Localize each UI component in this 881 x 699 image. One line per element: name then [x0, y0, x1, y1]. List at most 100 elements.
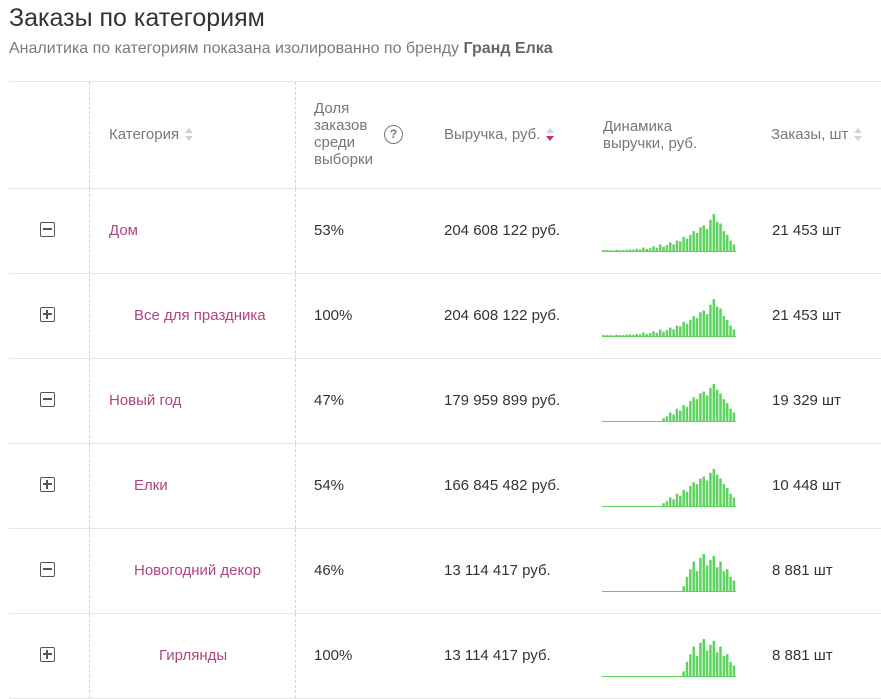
page-title: Заказы по категориям [9, 4, 265, 32]
orders-value: 21 453 шт [772, 222, 841, 239]
brand-name: Гранд Елка [463, 40, 553, 57]
expand-icon[interactable] [40, 307, 55, 322]
sparkline-bar [689, 319, 692, 337]
sparkline-bar [722, 316, 726, 337]
sparkline-bar [685, 323, 689, 337]
revenue-value: 179 959 899 руб. [444, 392, 561, 409]
sparkline-bar [635, 333, 639, 337]
collapse-icon[interactable] [40, 222, 55, 237]
sparkline-bar [662, 591, 665, 592]
sparkline-bar [709, 644, 712, 677]
sparkline-bar [615, 506, 618, 507]
sparkline-bar [665, 591, 669, 592]
header-category[interactable]: Категория [109, 126, 194, 143]
sparkline-bar [675, 240, 679, 252]
category-link[interactable]: Елки [134, 477, 168, 494]
table-row: Гирлянды 100% 13 114 417 руб. 8 881 шт [9, 614, 881, 699]
sparkline-bar [642, 591, 645, 592]
category-link[interactable]: Все для праздника [134, 307, 266, 324]
sparkline-bar [655, 591, 659, 592]
sparkline-bar [618, 421, 622, 422]
sparkline-bar [632, 334, 635, 337]
sparkline-bar [669, 591, 672, 592]
sparkline-bar [712, 469, 716, 507]
sparkline-bar [719, 646, 722, 677]
sparkline-bar [729, 408, 732, 422]
sparkline-bar [672, 676, 675, 677]
revenue-value: 13 114 417 руб. [444, 647, 551, 664]
sparkline-bar [645, 333, 649, 337]
sparkline-bar [618, 506, 622, 507]
sparkline-bar [648, 676, 652, 677]
sparkline-bar [679, 241, 682, 252]
sparkline-bar [602, 591, 605, 592]
sparkline-bar [685, 406, 689, 422]
sparkline-bar [625, 334, 628, 337]
sparkline-bar [699, 478, 702, 507]
expand-icon[interactable] [40, 647, 55, 662]
sparkline-bar [642, 247, 645, 252]
sparkline-bar [692, 646, 695, 677]
sparkline-bar [682, 236, 685, 252]
sparkline-bar [635, 248, 639, 252]
sparkline-bar [665, 416, 669, 422]
sort-desc-icon[interactable] [546, 127, 555, 143]
sparkline-bar [662, 676, 665, 677]
column-divider [295, 529, 296, 613]
sort-icon[interactable] [854, 127, 863, 143]
sparkline-bar [605, 250, 608, 252]
sparkline-bar [669, 412, 672, 422]
sparkline-bar [622, 591, 625, 592]
header-share: Доля заказов среди выборки [314, 100, 373, 168]
sparkline-bar [689, 654, 692, 677]
sparkline-bar [675, 408, 679, 422]
sparkline-bar [608, 676, 612, 677]
sparkline-bar [679, 326, 682, 337]
sparkline-bar [648, 506, 652, 507]
sparkline-bar [628, 249, 632, 252]
sparkline-bar [669, 676, 672, 677]
sparkline-bar [655, 421, 659, 422]
column-divider [89, 189, 90, 273]
header-orders[interactable]: Заказы, шт [771, 126, 863, 143]
sparkline-bar [675, 325, 679, 337]
sparkline-bar [689, 486, 692, 507]
sparkline-bar [722, 656, 726, 677]
sparkline-bar [669, 242, 672, 252]
subtitle-text: Аналитика по категориям показана изолиро… [9, 40, 460, 57]
sparkline-bar [709, 219, 712, 252]
sparkline-bar [682, 404, 685, 422]
category-link[interactable]: Дом [109, 222, 138, 239]
sparkline-bar [722, 231, 726, 252]
sparkline-bar [615, 591, 618, 592]
category-link[interactable]: Новый год [109, 392, 182, 409]
sparkline-bar [672, 499, 675, 507]
revenue-sparkline [602, 469, 736, 507]
sparkline-bar [685, 661, 689, 677]
sparkline-bar [608, 591, 612, 592]
sparkline-bar [618, 335, 622, 337]
sparkline-bar [672, 244, 675, 252]
share-value: 54% [314, 477, 345, 494]
sparkline-bar [715, 652, 719, 677]
help-icon[interactable]: ? [384, 125, 403, 144]
category-link[interactable]: Гирлянды [159, 647, 228, 664]
expand-icon[interactable] [40, 477, 55, 492]
sparkline-bar [648, 248, 652, 252]
collapse-icon[interactable] [40, 562, 55, 577]
sparkline-bar [648, 591, 652, 592]
category-link[interactable]: Новогодний декор [134, 562, 261, 579]
column-divider [295, 274, 296, 358]
header-revenue[interactable]: Выручка, руб. [444, 126, 555, 143]
sparkline-bar [638, 591, 642, 592]
sparkline-bar [642, 421, 645, 422]
sparkline-bar [732, 580, 736, 592]
sparkline-bar [705, 229, 709, 252]
sort-icon[interactable] [185, 127, 194, 143]
sparkline-bar [658, 244, 662, 252]
collapse-icon[interactable] [40, 392, 55, 407]
sparkline-bar [682, 586, 685, 592]
sparkline-bar [655, 332, 659, 337]
orders-value: 8 881 шт [772, 647, 833, 664]
sparkline-bar [652, 421, 655, 422]
